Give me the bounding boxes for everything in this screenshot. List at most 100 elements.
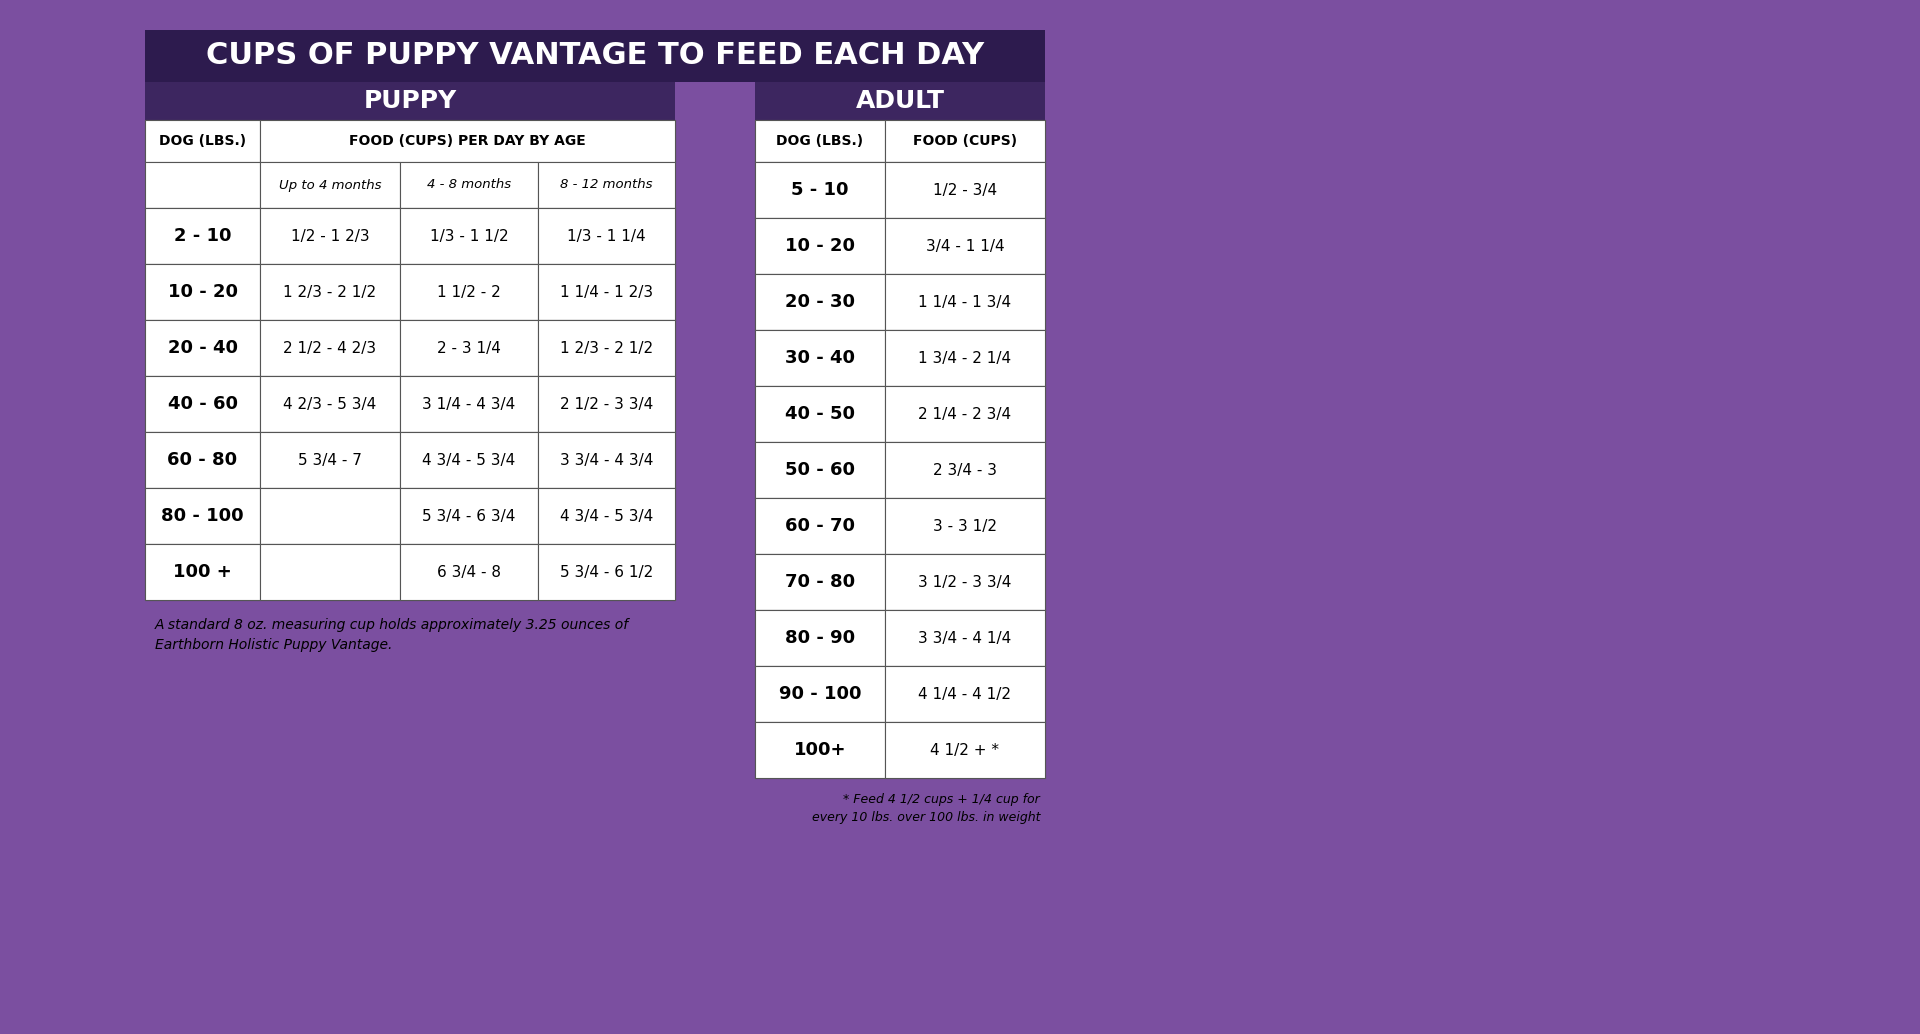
Bar: [755, 498, 1044, 554]
Text: FOOD (CUPS): FOOD (CUPS): [912, 134, 1018, 148]
Bar: [399, 264, 538, 320]
Bar: [755, 120, 1044, 162]
Text: 100 +: 100 +: [173, 562, 232, 581]
Text: 20 - 40: 20 - 40: [167, 339, 238, 357]
Bar: [885, 722, 1044, 778]
Bar: [538, 320, 676, 376]
Text: 2 1/4 - 2 3/4: 2 1/4 - 2 3/4: [918, 406, 1012, 422]
Bar: [259, 162, 399, 208]
Bar: [399, 544, 538, 600]
Bar: [399, 208, 538, 264]
Bar: [146, 488, 259, 544]
Text: 40 - 60: 40 - 60: [167, 395, 238, 413]
Text: 4 3/4 - 5 3/4: 4 3/4 - 5 3/4: [561, 509, 653, 523]
Bar: [538, 264, 676, 320]
Text: 5 3/4 - 6 3/4: 5 3/4 - 6 3/4: [422, 509, 516, 523]
Text: 3/4 - 1 1/4: 3/4 - 1 1/4: [925, 239, 1004, 253]
Bar: [885, 218, 1044, 274]
Text: 80 - 90: 80 - 90: [785, 629, 854, 647]
Bar: [146, 162, 259, 208]
Text: * Feed 4 1/2 cups + 1/4 cup for
every 10 lbs. over 100 lbs. in weight: * Feed 4 1/2 cups + 1/4 cup for every 10…: [812, 793, 1041, 824]
Bar: [885, 330, 1044, 386]
Bar: [399, 432, 538, 488]
Bar: [146, 376, 259, 432]
Bar: [755, 442, 885, 498]
Bar: [399, 162, 538, 208]
Bar: [538, 208, 676, 264]
Bar: [146, 376, 676, 432]
Text: 1/2 - 1 2/3: 1/2 - 1 2/3: [290, 229, 369, 243]
Bar: [399, 320, 538, 376]
Bar: [146, 544, 676, 600]
Bar: [755, 218, 1044, 274]
Bar: [538, 488, 676, 544]
Bar: [399, 376, 538, 432]
Bar: [755, 610, 885, 666]
Text: 1/2 - 3/4: 1/2 - 3/4: [933, 182, 996, 197]
Bar: [259, 544, 399, 600]
Bar: [755, 666, 1044, 722]
Text: 10 - 20: 10 - 20: [167, 283, 238, 301]
Text: DOG (LBS.): DOG (LBS.): [776, 134, 864, 148]
Text: 3 3/4 - 4 1/4: 3 3/4 - 4 1/4: [918, 631, 1012, 645]
Text: 20 - 30: 20 - 30: [785, 293, 854, 311]
Text: 4 1/2 + *: 4 1/2 + *: [931, 742, 1000, 758]
Bar: [146, 320, 259, 376]
Bar: [146, 432, 676, 488]
Bar: [755, 498, 885, 554]
Text: 3 3/4 - 4 3/4: 3 3/4 - 4 3/4: [561, 453, 653, 467]
Text: 1 3/4 - 2 1/4: 1 3/4 - 2 1/4: [918, 351, 1012, 365]
Bar: [755, 330, 1044, 386]
Bar: [755, 442, 1044, 498]
Bar: [259, 264, 399, 320]
Text: 4 3/4 - 5 3/4: 4 3/4 - 5 3/4: [422, 453, 516, 467]
FancyBboxPatch shape: [146, 30, 1044, 82]
Text: ADULT: ADULT: [856, 89, 945, 113]
Text: CUPS OF PUPPY VANTAGE TO FEED EACH DAY: CUPS OF PUPPY VANTAGE TO FEED EACH DAY: [205, 41, 985, 70]
Bar: [885, 498, 1044, 554]
Text: 70 - 80: 70 - 80: [785, 573, 854, 591]
Text: 2 3/4 - 3: 2 3/4 - 3: [933, 462, 996, 478]
Bar: [755, 162, 885, 218]
Bar: [755, 554, 1044, 610]
Bar: [399, 488, 538, 544]
Bar: [146, 208, 676, 264]
Bar: [755, 330, 885, 386]
Bar: [146, 120, 676, 162]
Bar: [755, 274, 1044, 330]
Text: 2 1/2 - 3 3/4: 2 1/2 - 3 3/4: [561, 396, 653, 412]
Bar: [755, 386, 885, 442]
Bar: [755, 162, 1044, 218]
Text: 1 2/3 - 2 1/2: 1 2/3 - 2 1/2: [561, 340, 653, 356]
Text: 2 - 3 1/4: 2 - 3 1/4: [438, 340, 501, 356]
Bar: [755, 82, 1044, 120]
Text: 90 - 100: 90 - 100: [780, 685, 862, 703]
Text: 3 1/4 - 4 3/4: 3 1/4 - 4 3/4: [422, 396, 516, 412]
Text: 3 - 3 1/2: 3 - 3 1/2: [933, 518, 996, 534]
Bar: [885, 610, 1044, 666]
Bar: [885, 274, 1044, 330]
Text: 1 1/2 - 2: 1 1/2 - 2: [438, 284, 501, 300]
Bar: [146, 208, 259, 264]
Bar: [755, 610, 1044, 666]
Text: 50 - 60: 50 - 60: [785, 461, 854, 479]
Text: 60 - 80: 60 - 80: [167, 451, 238, 469]
Text: 6 3/4 - 8: 6 3/4 - 8: [438, 565, 501, 579]
Bar: [755, 666, 885, 722]
Bar: [538, 432, 676, 488]
Text: Up to 4 months: Up to 4 months: [278, 179, 382, 191]
Text: 5 - 10: 5 - 10: [791, 181, 849, 199]
Bar: [755, 722, 885, 778]
Bar: [885, 666, 1044, 722]
Bar: [538, 544, 676, 600]
Text: 80 - 100: 80 - 100: [161, 507, 244, 525]
Text: 1/3 - 1 1/2: 1/3 - 1 1/2: [430, 229, 509, 243]
Bar: [755, 218, 885, 274]
Text: 60 - 70: 60 - 70: [785, 517, 854, 535]
Text: 4 2/3 - 5 3/4: 4 2/3 - 5 3/4: [284, 396, 376, 412]
Bar: [755, 554, 885, 610]
Bar: [146, 82, 676, 120]
Bar: [755, 274, 885, 330]
Bar: [259, 376, 399, 432]
Text: 30 - 40: 30 - 40: [785, 349, 854, 367]
